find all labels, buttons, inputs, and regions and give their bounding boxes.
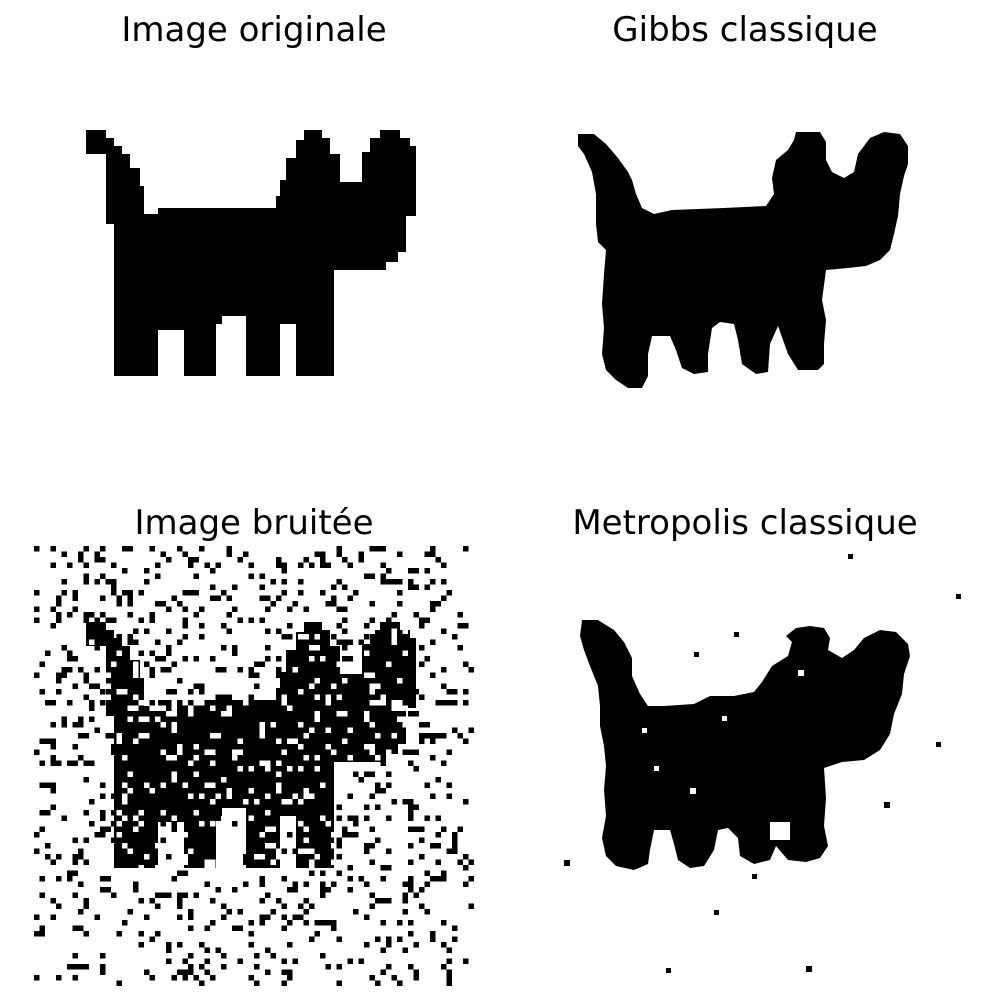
cat-silhouette-metropolis	[564, 554, 961, 973]
cat-silhouette-gibbs	[578, 132, 908, 388]
noisy-cat-image	[34, 546, 474, 986]
image-original	[34, 54, 476, 496]
panel-title-gibbs: Gibbs classique	[612, 10, 878, 50]
image-noisy	[34, 546, 476, 988]
image-gibbs	[524, 54, 966, 496]
image-metropolis	[524, 546, 966, 988]
panel-title-original: Image originale	[121, 10, 387, 50]
panel-title-noisy: Image bruitée	[134, 503, 374, 543]
panel-title-metropolis: Metropolis classique	[572, 503, 918, 543]
cat-silhouette-original	[86, 130, 416, 376]
